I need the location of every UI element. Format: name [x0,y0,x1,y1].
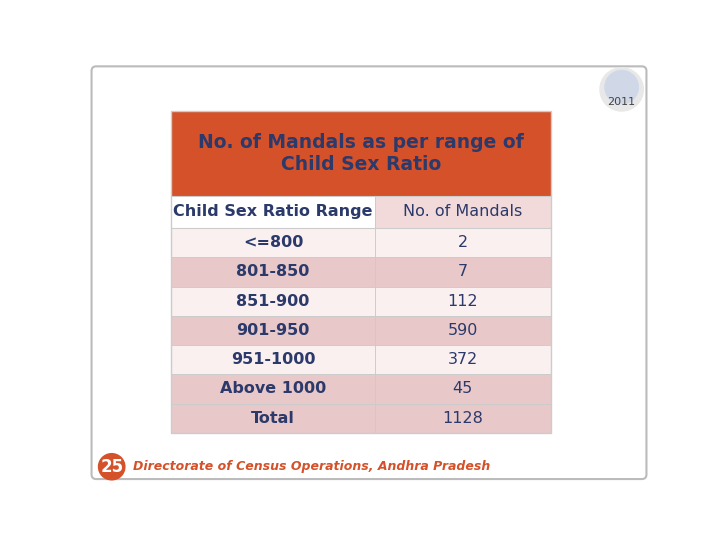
Text: 25: 25 [100,458,123,476]
Bar [171,111,551,433]
Text: 2011: 2011 [608,97,636,107]
Circle shape [605,70,639,104]
Bar [171,316,374,345]
Text: 2: 2 [458,235,468,250]
Bar [374,374,551,403]
Bar [374,403,551,433]
Text: 801-850: 801-850 [236,265,310,279]
Bar [374,257,551,287]
Bar [374,287,551,316]
Bar [171,374,374,403]
Bar [171,257,374,287]
Circle shape [99,454,125,480]
Bar [374,195,551,228]
Bar [171,345,374,374]
FancyBboxPatch shape [91,66,647,479]
Text: Total: Total [251,411,295,426]
Text: <=800: <=800 [243,235,303,250]
Bar [171,195,374,228]
Text: 1128: 1128 [442,411,483,426]
Text: 372: 372 [448,352,478,367]
Text: No. of Mandals as per range of
Child Sex Ratio: No. of Mandals as per range of Child Sex… [199,133,524,174]
Bar [171,111,551,195]
Text: 590: 590 [448,323,478,338]
Bar [374,345,551,374]
Bar [374,316,551,345]
Text: 951-1000: 951-1000 [230,352,315,367]
Bar [171,228,374,257]
Text: Directorate of Census Operations, Andhra Pradesh: Directorate of Census Operations, Andhra… [133,460,490,473]
Bar [171,287,374,316]
Bar [171,403,374,433]
Text: 112: 112 [448,294,478,309]
Text: Above 1000: Above 1000 [220,381,326,396]
Circle shape [600,68,644,111]
Text: 45: 45 [453,381,473,396]
Text: No. of Mandals: No. of Mandals [403,204,523,219]
Text: 7: 7 [458,265,468,279]
Text: 851-900: 851-900 [236,294,310,309]
Bar [374,228,551,257]
Text: 901-950: 901-950 [236,323,310,338]
Text: Child Sex Ratio Range: Child Sex Ratio Range [174,204,373,219]
